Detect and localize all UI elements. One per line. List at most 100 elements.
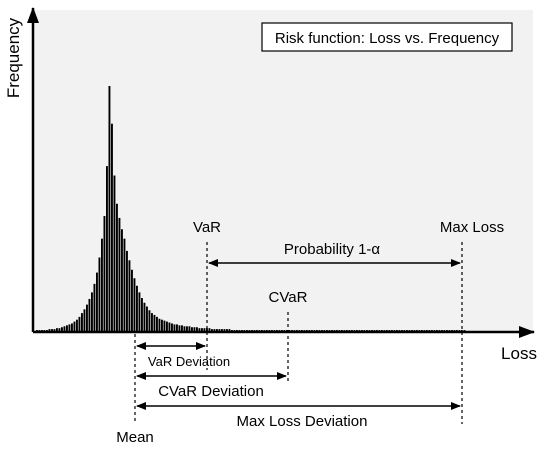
histogram-bar [258,330,261,331]
histogram-bar [73,321,76,331]
histogram-bar [346,330,348,331]
histogram-bar [288,330,291,331]
cvar-deviation-label: CVaR Deviation [158,383,264,400]
histogram-bar [358,330,361,331]
histogram-bar [173,324,176,331]
histogram-bar [78,316,81,331]
histogram-bar [388,330,391,331]
histogram-bar [218,329,221,331]
histogram-bar [463,330,466,331]
histogram-bar [226,329,228,331]
histogram-bar [438,330,441,331]
histogram-bar [156,316,158,331]
histogram-bar [158,318,161,331]
histogram-bar [403,330,406,331]
histogram-bar [318,330,321,331]
histogram-bar [291,330,293,331]
plot-background [33,10,533,332]
x-axis-label: Loss [501,344,537,363]
histogram-bar [151,313,153,331]
histogram-bar [393,330,396,331]
histogram-bar [406,330,408,331]
cvar-label: CVaR [269,289,308,306]
histogram-bar [298,330,301,331]
histogram-bar [423,330,426,331]
histogram-bar [433,330,436,331]
histogram-bar [303,330,306,331]
histogram-bar [43,330,46,331]
histogram-bar [118,217,121,331]
histogram-bar [328,330,331,331]
histogram-bar [238,330,241,331]
histogram-bar [411,330,413,331]
histogram-bar [183,326,186,331]
histogram-bar [263,330,266,331]
histogram-bar [361,330,363,331]
histogram-bar [96,272,98,331]
histogram-bar [426,330,428,331]
var-label: VaR [193,219,221,236]
histogram-bar [133,278,136,331]
histogram-bar [271,330,273,331]
histogram-bar [248,330,251,331]
histogram-bar [273,330,276,331]
histogram-bar [308,330,311,331]
histogram-bar [201,328,203,331]
histogram-bar [88,298,91,331]
histogram-bar [208,328,211,331]
title-box-text: Risk function: Loss vs. Frequency [275,30,500,47]
histogram-bar [256,330,258,331]
var-deviation-label: VaR Deviation [148,354,230,369]
histogram-bar [446,330,448,331]
histogram-bar [93,283,96,331]
histogram-bar [276,330,278,331]
histogram-bar [66,325,68,331]
histogram-bar [386,330,388,331]
histogram-bar [451,330,453,331]
histogram-bar [283,330,286,331]
histogram-bar [261,330,263,331]
histogram-bar [81,313,83,331]
histogram-bar [231,330,233,331]
y-axis-label: Frequency [4,17,23,98]
histogram-bar [401,330,403,331]
histogram-bar [246,330,248,331]
histogram-bar [366,330,368,331]
histogram-bar [253,330,256,331]
histogram-bar [51,329,53,331]
histogram-bar [296,330,298,331]
histogram-bar [223,329,226,331]
histogram-bar [181,325,183,331]
histogram-bar [376,330,378,331]
histogram-bar [141,298,143,331]
histogram-bar [113,175,116,331]
histogram-bar [323,330,326,331]
histogram-bar [428,330,431,331]
max-loss-label: Max Loss [440,219,504,236]
histogram-bar [176,324,178,331]
histogram-bar [243,330,246,331]
histogram-bar [186,326,188,331]
histogram-bar [53,329,56,331]
histogram-bar [106,166,108,331]
histogram-bar [191,327,193,331]
histogram-bar [83,309,86,331]
histogram-bar [338,330,341,331]
histogram-bar [71,323,73,331]
histogram-bar [251,330,253,331]
title-box [261,22,513,52]
histogram-bar [311,330,313,331]
histogram-bar [91,292,93,331]
histogram-bar [198,328,201,331]
histogram-bar [56,328,58,331]
histogram-bar [128,260,131,331]
histogram-bar [41,330,43,331]
histogram-bar [278,330,281,331]
histogram-bar [138,292,141,331]
histogram-bar [313,330,316,331]
histogram-bar [431,330,433,331]
histogram-bar [348,330,351,331]
histogram-bar [418,330,421,331]
histogram-bar [188,326,191,331]
histogram-bar [458,330,461,331]
